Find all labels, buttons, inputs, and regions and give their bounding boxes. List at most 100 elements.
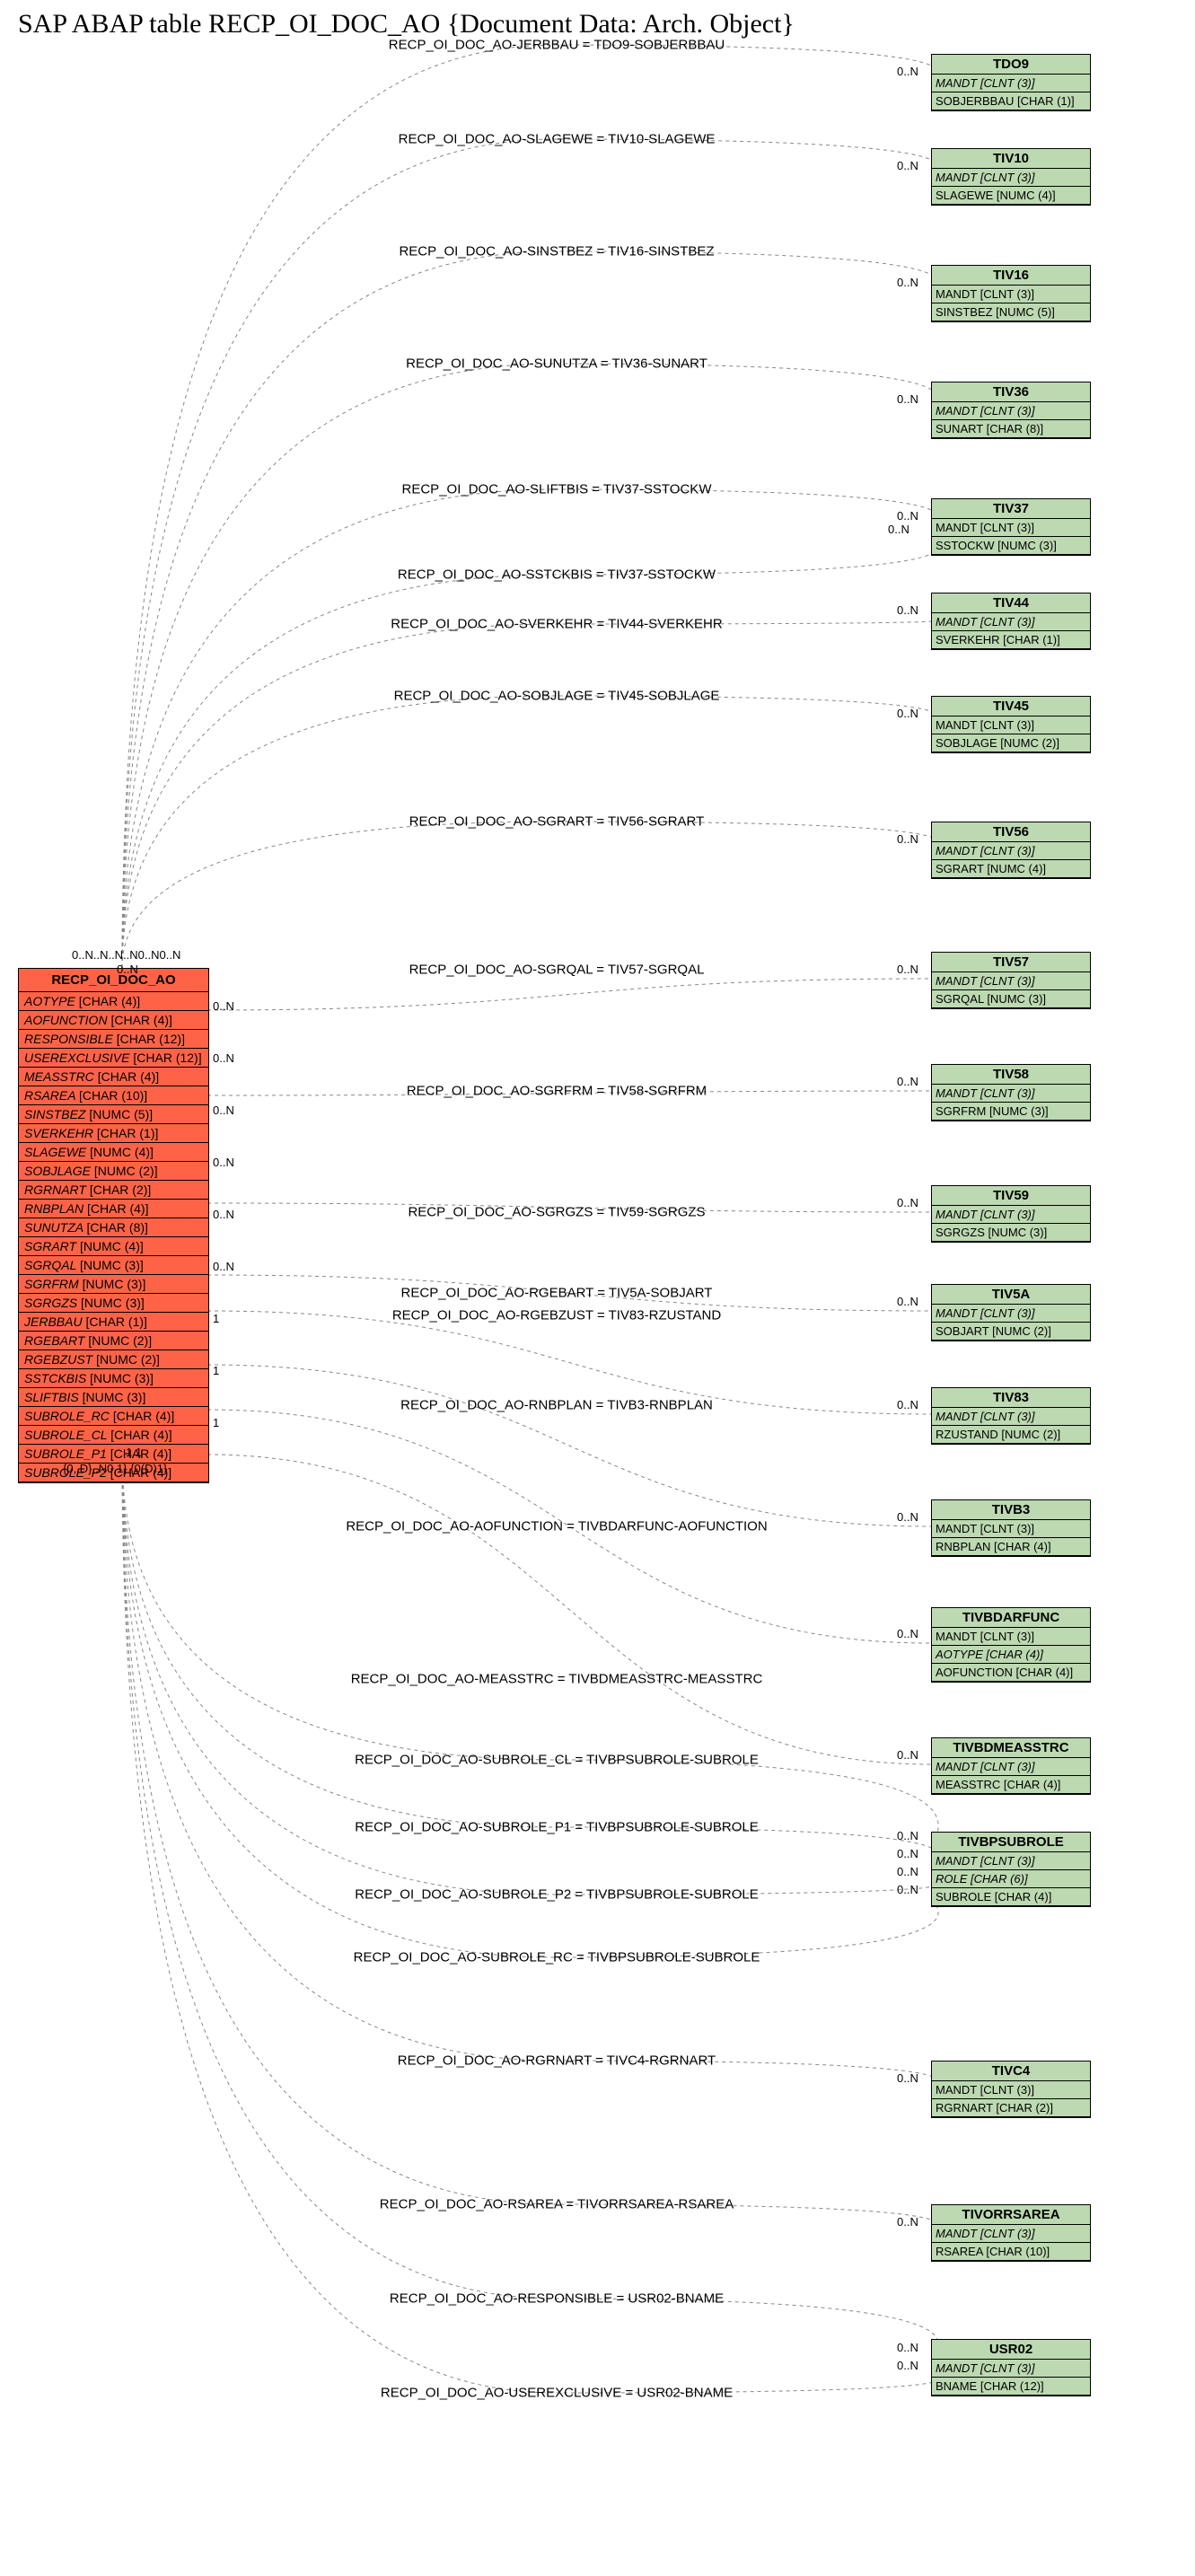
target-field-row: MANDT [CLNT (3)] (932, 1628, 1090, 1646)
target-table-header: TIVC4 (932, 2062, 1090, 2081)
main-cardinality-right: 0..N (213, 1103, 234, 1117)
target-field-row: SVERKEHR [CHAR (1)] (932, 631, 1090, 649)
target-table-header: TIV10 (932, 149, 1090, 169)
cardinality-label: 0..N (897, 159, 918, 172)
target-field-row: SOBJERBBAU [CHAR (1)] (932, 92, 1090, 110)
edge-label: RECP_OI_DOC_AO-SGRGZS = TIV59-SGRGZS (408, 1205, 705, 1220)
relationship-edge (122, 1456, 938, 2231)
main-cardinality-right: 0..N (213, 1260, 234, 1273)
target-table: TIV36MANDT [CLNT (3)]SUNART [CHAR (8)] (931, 382, 1091, 439)
cardinality-label: 0..N (897, 392, 918, 406)
cardinality-label: 0..N (897, 963, 918, 976)
target-table: TIV44MANDT [CLNT (3)]SVERKEHR [CHAR (1)] (931, 593, 1091, 650)
main-field-row: SGRART [NUMC (4)] (19, 1237, 208, 1256)
target-table: TIVC4MANDT [CLNT (3)]RGRNART [CHAR (2)] (931, 2061, 1091, 2118)
main-field-row: JERBBAU [CHAR (1)] (19, 1313, 208, 1332)
target-field-row: RGRNART [CHAR (2)] (932, 2099, 1090, 2117)
target-table: TIVBPSUBROLEMANDT [CLNT (3)]ROLE [CHAR (… (931, 1832, 1091, 1907)
edge-label: RECP_OI_DOC_AO-SGRART = TIV56-SGRART (409, 814, 705, 830)
edge-label: RECP_OI_DOC_AO-SUBROLE_RC = TIVBPSUBROLE… (354, 1950, 760, 1965)
target-field-row: AOTYPE [CHAR (4)] (932, 1646, 1090, 1664)
target-field-row: MANDT [CLNT (3)] (932, 1408, 1090, 1426)
target-table: TIV16MANDT [CLNT (3)]SINSTBEZ [NUMC (5)] (931, 265, 1091, 322)
cardinality-label: 0..N (897, 1829, 918, 1842)
target-table-header: TIV16 (932, 266, 1090, 286)
target-table: TIVORRSAREAMANDT [CLNT (3)]RSAREA [CHAR … (931, 2204, 1091, 2262)
cardinality-label: 0..N (897, 509, 918, 523)
edge-label: RECP_OI_DOC_AO-SUBROLE_P2 = TIVBPSUBROLE… (355, 1887, 758, 1903)
cardinality-label: 0..N (897, 603, 918, 617)
relationship-edge (122, 620, 938, 968)
target-field-row: SUNART [CHAR (8)] (932, 420, 1090, 438)
main-cardinality-right: 0..N (213, 1156, 234, 1169)
edge-label: RECP_OI_DOC_AO-RGRNART = TIVC4-RGRNART (398, 2053, 716, 2069)
main-cardinality-right: 1 (213, 1416, 219, 1429)
relationship-edge (207, 979, 931, 1010)
edge-label: RECP_OI_DOC_AO-SOBJLAGE = TIV45-SOBJLAGE (394, 689, 720, 704)
edge-label: RECP_OI_DOC_AO-SGRQAL = TIV57-SGRQAL (409, 963, 705, 978)
main-field-row: RGEBZUST [NUMC (2)] (19, 1350, 208, 1369)
target-field-row: MANDT [CLNT (3)] (932, 1520, 1090, 1538)
edge-label: RECP_OI_DOC_AO-SGRFRM = TIV58-SGRFRM (407, 1084, 707, 1099)
target-field-row: RZUSTAND [NUMC (2)] (932, 1426, 1090, 1444)
cardinality-label: 0..N (897, 65, 918, 78)
main-field-row: SUBROLE_RC [CHAR (4)] (19, 1407, 208, 1426)
target-table: TIV5AMANDT [CLNT (3)]SOBJART [NUMC (2)] (931, 1284, 1091, 1341)
cardinality-label: 0..N (897, 1510, 918, 1524)
main-field-row: AOFUNCTION [CHAR (4)] (19, 1011, 208, 1030)
target-table: TIV56MANDT [CLNT (3)]SGRART [NUMC (4)] (931, 822, 1091, 879)
target-field-row: RNBPLAN [CHAR (4)] (932, 1538, 1090, 1556)
main-field-row: SGRFRM [NUMC (3)] (19, 1275, 208, 1294)
cardinality-label: 0..N (897, 1295, 918, 1308)
edge-label: RECP_OI_DOC_AO-JERBBAU = TDO9-SOBJERBBAU (389, 38, 725, 53)
cardinality-label: 0..N (897, 2359, 918, 2372)
target-field-row: MANDT [CLNT (3)] (932, 2081, 1090, 2099)
main-field-row: MEASSTRC [CHAR (4)] (19, 1068, 208, 1086)
target-field-row: AOFUNCTION [CHAR (4)] (932, 1664, 1090, 1682)
main-field-row: SVERKEHR [CHAR (1)] (19, 1124, 208, 1143)
main-field-row: RESPONSIBLE [CHAR (12)] (19, 1030, 208, 1049)
main-field-row: RGRNART [CHAR (2)] (19, 1181, 208, 1200)
relationship-edge (122, 139, 938, 968)
target-table-header: TIV59 (932, 1186, 1090, 1206)
main-field-row: SLIFTBIS [NUMC (3)] (19, 1388, 208, 1407)
target-field-row: MANDT [CLNT (3)] (932, 842, 1090, 860)
target-field-row: SGRGZS [NUMC (3)] (932, 1224, 1090, 1242)
relationship-edge (122, 1456, 938, 1845)
target-table-header: TIV56 (932, 822, 1090, 842)
relationship-edge (122, 822, 938, 968)
target-field-row: MANDT [CLNT (3)] (932, 1758, 1090, 1776)
cardinality-label: 0..N (897, 2071, 918, 2085)
target-field-row: SGRFRM [NUMC (3)] (932, 1103, 1090, 1121)
target-field-row: MEASSTRC [CHAR (4)] (932, 1776, 1090, 1794)
main-field-row: SSTCKBIS [NUMC (3)] (19, 1369, 208, 1388)
relationship-edge (122, 696, 938, 968)
main-field-row: AOTYPE [CHAR (4)] (19, 992, 208, 1011)
target-table-header: TIV36 (932, 382, 1090, 402)
target-field-row: SGRQAL [NUMC (3)] (932, 990, 1090, 1008)
target-table: TIV37MANDT [CLNT (3)]SSTOCKW [NUMC (3)] (931, 498, 1091, 556)
cardinality-label: 0..N (897, 1883, 918, 1896)
target-table-header: TIVBDMEASSTRC (932, 1738, 1090, 1758)
target-table: TIV57MANDT [CLNT (3)]SGRQAL [NUMC (3)] (931, 952, 1091, 1009)
target-field-row: SGRART [NUMC (4)] (932, 860, 1090, 878)
main-field-row: SOBJLAGE [NUMC (2)] (19, 1162, 208, 1181)
target-field-row: SSTOCKW [NUMC (3)] (932, 537, 1090, 555)
main-field-row: SUBROLE_P1 [CHAR (4)] (19, 1445, 208, 1464)
target-table-header: TIV5A (932, 1285, 1090, 1305)
main-field-row: SGRGZS [NUMC (3)] (19, 1294, 208, 1313)
target-field-row: SLAGEWE [NUMC (4)] (932, 187, 1090, 205)
target-field-row: SUBROLE [CHAR (4)] (932, 1888, 1090, 1906)
target-field-row: MANDT [CLNT (3)] (932, 972, 1090, 990)
relationship-edge (207, 1455, 931, 1764)
target-table-header: USR02 (932, 2340, 1090, 2360)
edge-label: RECP_OI_DOC_AO-RGEBZUST = TIV83-RZUSTAND (392, 1308, 721, 1323)
main-field-row: SLAGEWE [NUMC (4)] (19, 1143, 208, 1162)
edge-label: RECP_OI_DOC_AO-SUNUTZA = TIV36-SUNART (406, 356, 707, 372)
main-field-row: USEREXCLUSIVE [CHAR (12)] (19, 1049, 208, 1068)
target-table: TIV58MANDT [CLNT (3)]SGRFRM [NUMC (3)] (931, 1064, 1091, 1121)
target-field-row: MANDT [CLNT (3)] (932, 1206, 1090, 1224)
cardinality-label: 0..N (897, 832, 918, 846)
cardinality-label: 0..N (897, 707, 918, 720)
target-field-row: SOBJLAGE [NUMC (2)] (932, 734, 1090, 752)
